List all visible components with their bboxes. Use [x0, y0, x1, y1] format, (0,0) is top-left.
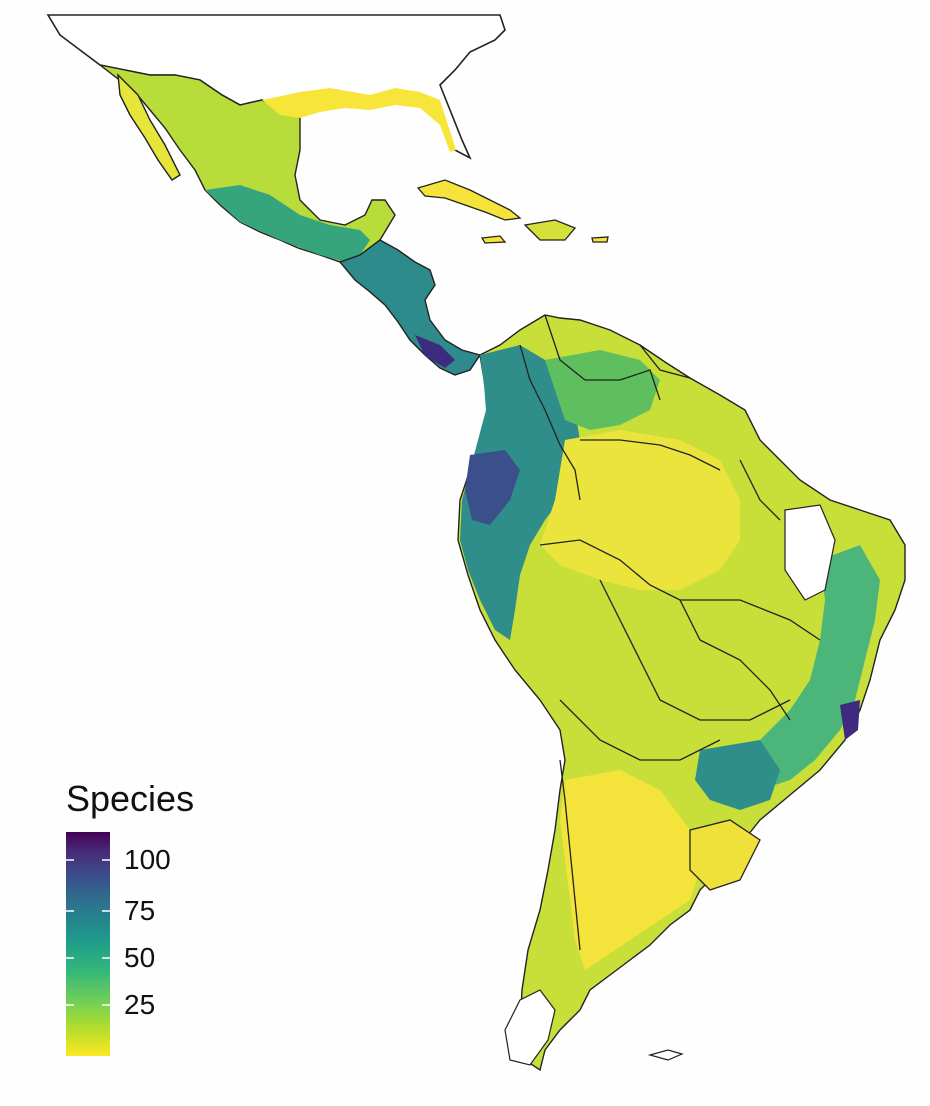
mexico-land: [99, 64, 396, 263]
legend-label-100: 100: [124, 844, 171, 875]
ecuador-hotspot: [465, 450, 520, 525]
mexico-south: [205, 185, 370, 262]
no-data-ne: [784, 504, 836, 601]
amazon-interior: [540, 430, 740, 590]
baja-california: [117, 73, 181, 181]
costa-rica-hotspot: [415, 335, 455, 368]
puerto-rico: [591, 236, 609, 243]
legend-label-75: 75: [124, 895, 156, 926]
legend-label-50: 50: [124, 942, 156, 973]
hispaniola: [523, 219, 577, 241]
andes-band: [460, 345, 580, 640]
atlantic-forest: [740, 545, 880, 790]
usa-gulf-strip: [262, 88, 456, 152]
uruguay: [689, 819, 761, 891]
legend-ticks: [66, 859, 110, 1006]
no-data-patagonia: [504, 989, 556, 1066]
legend-title: Species: [66, 778, 195, 819]
legend-colorbar: [66, 832, 110, 1056]
rio-hotspot: [840, 700, 860, 740]
falklands: [647, 1049, 684, 1061]
parana-green: [695, 740, 780, 810]
cuba: [416, 179, 522, 221]
legend-label-25: 25: [124, 989, 156, 1020]
southern-cone: [560, 770, 700, 970]
venezuela-green: [545, 350, 660, 430]
jamaica: [480, 235, 507, 244]
country-borders: [519, 314, 821, 951]
central-america: [338, 239, 482, 376]
